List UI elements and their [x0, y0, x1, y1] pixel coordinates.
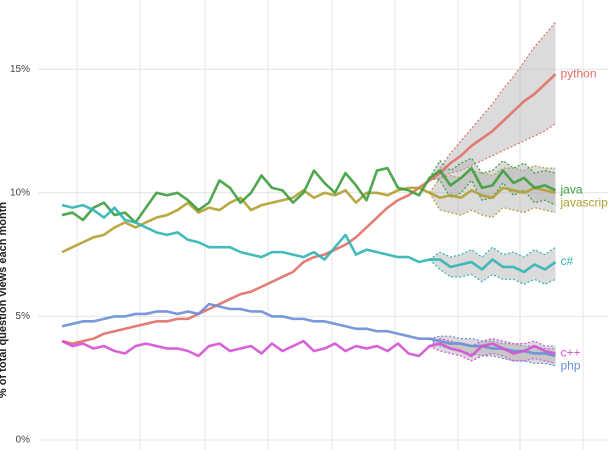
y-tick-label: 0% — [16, 435, 31, 446]
x-grid — [76, 0, 584, 450]
y-tick-label: 15% — [10, 64, 30, 75]
forecast-band — [429, 22, 556, 181]
line — [61, 186, 556, 254]
forecast-band — [429, 247, 556, 285]
y-tick-label: 10% — [10, 187, 30, 198]
series-label: javascript — [560, 196, 608, 210]
line — [61, 166, 557, 224]
band-edge — [429, 164, 556, 194]
series-label: java — [560, 183, 583, 197]
series-label: c# — [561, 254, 574, 268]
y-axis-title: % of total question views each month — [0, 202, 9, 398]
band-edge — [429, 21, 556, 181]
series-label: c++ — [561, 346, 581, 360]
series-label: php — [561, 359, 581, 373]
forecast-band — [429, 158, 556, 206]
band-edge — [429, 335, 556, 350]
line — [61, 302, 556, 358]
band-edge — [429, 246, 556, 261]
band-edge — [429, 338, 556, 367]
band-edge — [428, 157, 556, 179]
line — [61, 339, 556, 358]
series-label: python — [561, 66, 597, 80]
line — [61, 73, 557, 345]
y-tick-label: 5% — [16, 311, 31, 322]
line — [61, 203, 557, 274]
